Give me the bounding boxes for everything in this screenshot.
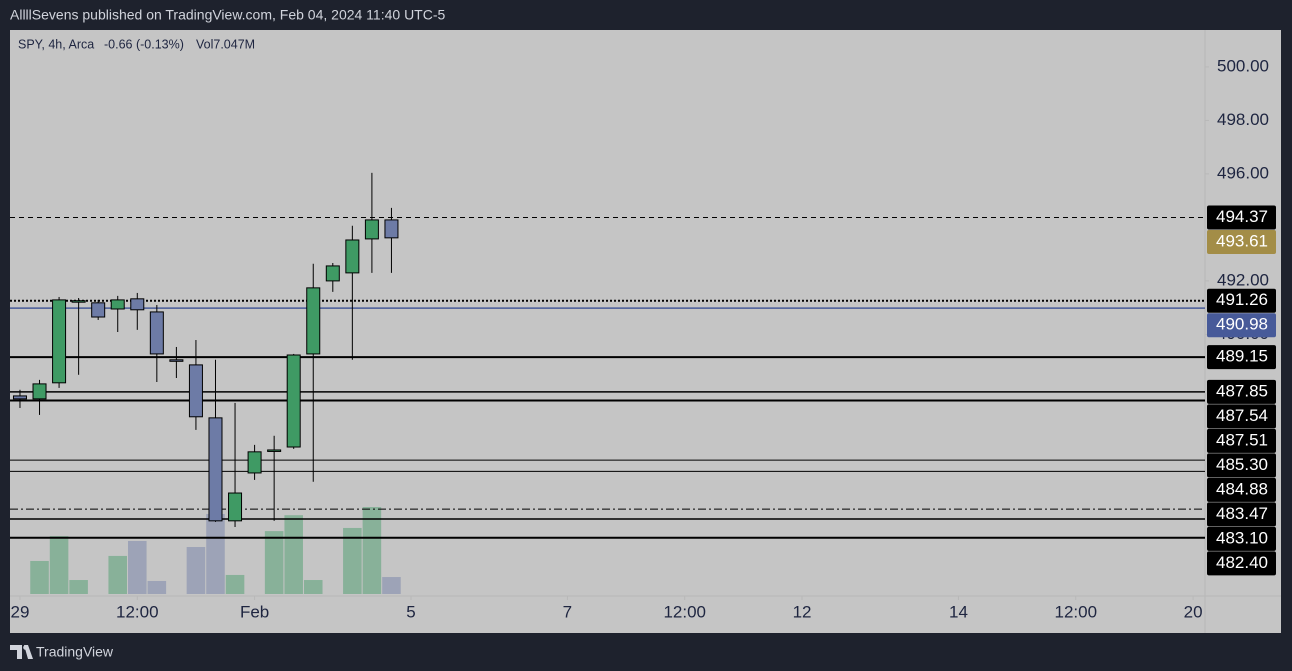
brand-name: TradingView [36,644,114,660]
price-label: 485.30 [1216,455,1268,474]
logo-mark [10,645,33,659]
y-tick-label: 498.00 [1217,110,1269,129]
chart-panel [10,30,1281,633]
candle-body [247,451,262,474]
volume-bar [69,580,88,594]
candle-body [169,359,184,362]
publish-info: AllllSevens published on TradingView.com… [10,7,446,23]
price-label: 493.61 [1216,231,1268,250]
price-label: 487.51 [1216,430,1268,449]
candle-body [286,354,301,448]
x-tick-label: 12:00 [663,602,706,621]
price-label: 483.47 [1216,504,1268,523]
candle-body [208,417,223,522]
candle-body [71,300,86,303]
x-tick-label: Feb [240,602,269,621]
volume-bar [147,580,167,594]
price-label-box [1207,313,1276,338]
candle-body [110,299,125,310]
x-tick-label: 29 [11,602,30,621]
price-label: 487.54 [1216,406,1268,425]
x-tick-label: 7 [563,602,572,621]
candle-body [267,449,282,452]
volume-bar [49,536,69,594]
volume-bar [343,527,362,594]
candle-body [345,239,360,274]
candle-body [52,299,67,384]
price-label: 491.26 [1216,290,1268,309]
price-label-box [1207,288,1276,313]
price-label-box [1207,477,1276,502]
volume-bar [264,531,284,594]
y-tick-label: 492.00 [1217,270,1269,289]
price-label: 483.10 [1216,528,1268,547]
candle-body [364,219,379,240]
candle-body [384,219,399,239]
price-label-box [1207,551,1276,576]
x-tick-label: 20 [1184,602,1203,621]
price-label-box [1207,230,1276,255]
candle-body [130,298,145,311]
price-label: 484.88 [1216,479,1268,498]
price-label-box [1207,428,1276,453]
volume-bar [108,555,128,594]
x-tick-label: 5 [406,602,415,621]
price-label-box [1207,205,1276,230]
volume-bar [206,513,225,594]
x-tick-label: 12:00 [1054,602,1097,621]
price-label-box [1207,379,1276,404]
price-label: 487.85 [1216,381,1268,400]
candle-body [91,302,106,318]
price-label: 489.15 [1216,347,1268,366]
price-label-box [1207,404,1276,429]
candle-body [12,395,27,400]
logo-dot [23,645,28,650]
x-tick-label: 12 [793,602,812,621]
volume-bar [382,577,401,594]
candle-body [32,383,47,400]
candle-body [325,265,340,282]
x-tick-label: 12:00 [116,602,159,621]
volume-bar [303,580,323,594]
y-tick-label: 500.00 [1217,56,1269,75]
price-label-box [1207,453,1276,478]
candle-body [228,492,243,522]
legend-symbol: SPY, 4h, Arca [18,37,94,51]
volume-bar [225,574,245,594]
price-label: 490.98 [1216,315,1268,334]
price-label-box [1207,526,1276,551]
candle-body [306,287,321,355]
volume-bar [186,547,206,594]
volume-bar [128,540,147,594]
volume-bar [362,507,382,594]
volume-bar [284,515,303,594]
volume-bar [30,560,49,594]
legend-volume: Vol7.047M [196,37,255,51]
price-label-box [1207,502,1276,527]
candle-body [188,364,203,418]
price-label: 494.37 [1216,207,1268,226]
legend-change: -0.66 (-0.13%) [104,37,184,51]
y-tick-label: 496.00 [1217,163,1269,182]
candle-body [149,311,164,355]
tv-logo [10,645,33,659]
price-label: 482.40 [1216,553,1268,572]
price-label-box [1207,345,1276,370]
x-tick-label: 14 [949,602,968,621]
